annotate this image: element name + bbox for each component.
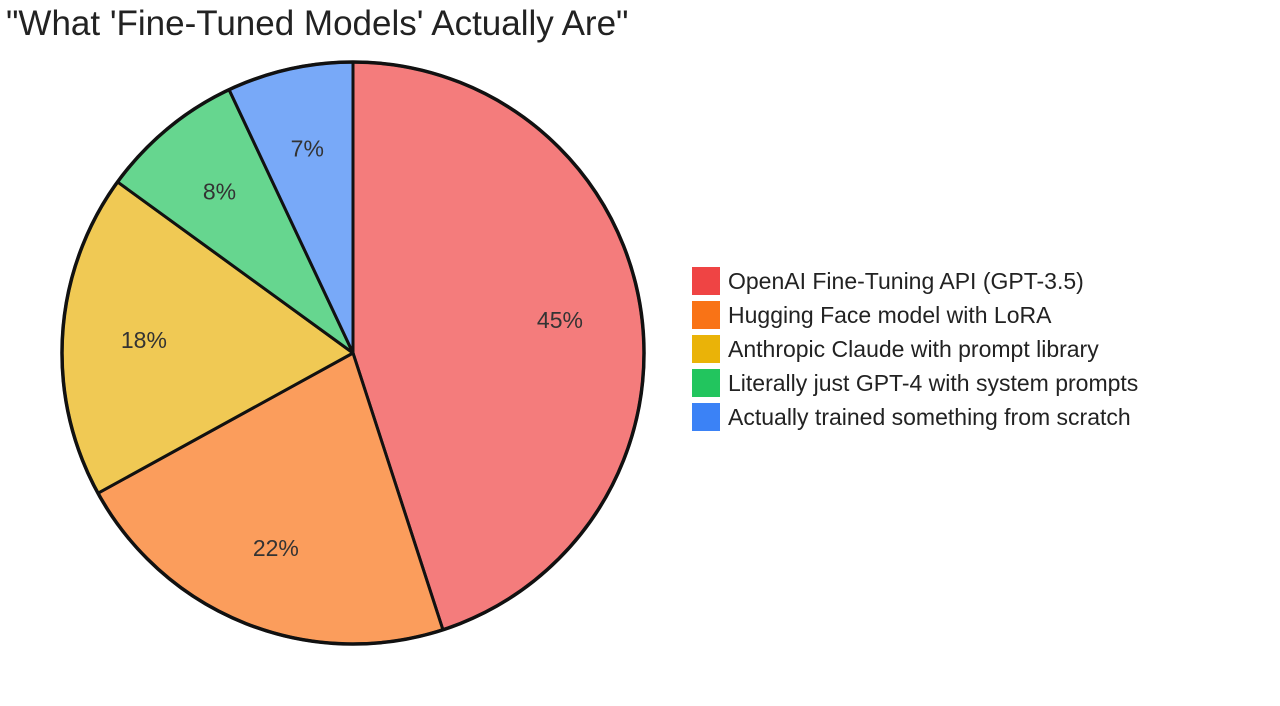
- data-label-openai-fine-tuning-api-gpt-3-5: 45%: [537, 307, 583, 333]
- legend-item-hugging-face-model-with-lora: Hugging Face model with LoRA: [692, 298, 1138, 332]
- legend-label: Anthropic Claude with prompt library: [728, 335, 1099, 362]
- pie-outline: [60, 60, 646, 646]
- legend-label: OpenAI Fine-Tuning API (GPT-3.5): [728, 267, 1084, 294]
- chart-legend: OpenAI Fine-Tuning API (GPT-3.5) Hugging …: [692, 264, 1138, 434]
- legend-swatch: [692, 267, 720, 295]
- pie-chart: 45% 22% 18% 8% 7%: [60, 60, 646, 646]
- legend-swatch: [692, 369, 720, 397]
- legend-swatch: [692, 335, 720, 363]
- data-label-literally-just-gpt-4-with-system-prompts: 8%: [203, 179, 236, 205]
- legend-swatch: [692, 301, 720, 329]
- legend-label: Literally just GPT-4 with system prompts: [728, 369, 1139, 396]
- chart-title: "What 'Fine-Tuned Models' Actually Are": [6, 4, 629, 43]
- legend-label: Actually trained something from scratch: [728, 403, 1131, 430]
- data-label-hugging-face-model-with-lora: 22%: [253, 535, 299, 561]
- legend-item-openai-fine-tuning-api-gpt-3-5: OpenAI Fine-Tuning API (GPT-3.5): [692, 264, 1138, 298]
- legend-item-anthropic-claude-with-prompt-library: Anthropic Claude with prompt library: [692, 332, 1138, 366]
- legend-label: Hugging Face model with LoRA: [728, 301, 1052, 328]
- legend-item-actually-trained-something-from-scratch: Actually trained something from scratch: [692, 400, 1138, 434]
- legend-item-literally-just-gpt-4-with-system-prompts: Literally just GPT-4 with system prompts: [692, 366, 1138, 400]
- data-label-actually-trained-something-from-scratch: 7%: [291, 136, 324, 162]
- legend-swatch: [692, 403, 720, 431]
- data-label-anthropic-claude-with-prompt-library: 18%: [121, 327, 167, 353]
